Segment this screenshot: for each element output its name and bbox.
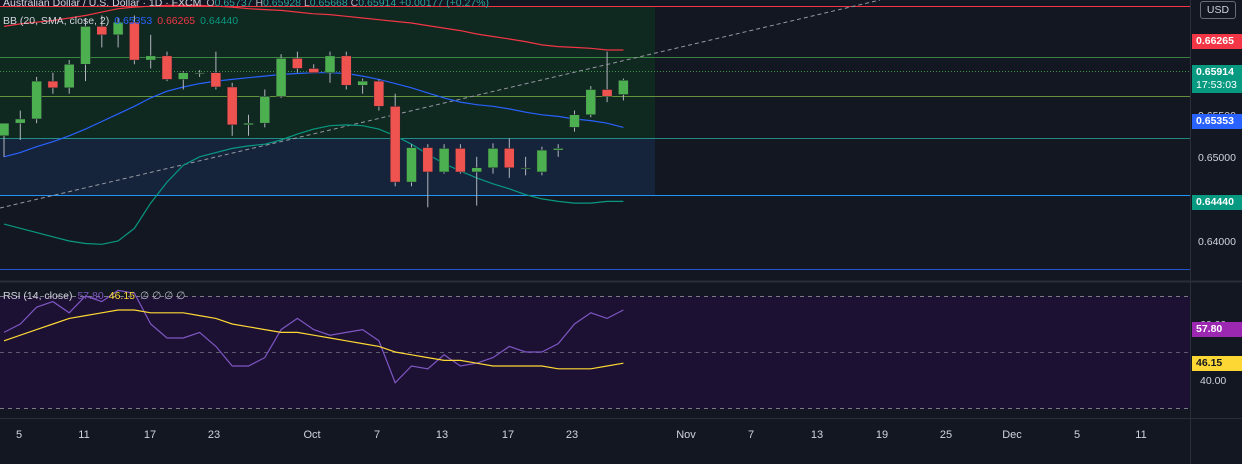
rsi-extra-values: ∅ ∅ ∅ ∅	[140, 290, 186, 302]
candle-down	[601, 89, 613, 97]
countdown-timer: 17:53:03	[1196, 79, 1237, 91]
candle-down	[96, 26, 108, 36]
candle-down	[308, 68, 319, 73]
time-tick-label: 5	[16, 429, 22, 441]
candle-up	[536, 149, 548, 173]
rsi-lines	[3, 289, 624, 384]
currency-button[interactable]: USD	[1200, 1, 1236, 19]
last-price-value: 0.65914	[1196, 66, 1234, 78]
rsi-tag: 57.80	[1192, 322, 1242, 337]
candle-up	[15, 118, 26, 124]
time-tick-label: Dec	[1002, 429, 1022, 441]
candle-down	[47, 80, 59, 89]
candle-down	[389, 106, 401, 183]
change-value: +0.00177 (+0.27%)	[399, 0, 490, 9]
candle-up	[0, 122, 10, 137]
bb-fill-lower-zone	[0, 138, 655, 196]
time-tick-label: 23	[566, 429, 578, 441]
price-tick-label: 0.65000	[1198, 152, 1236, 164]
candle-up	[80, 26, 91, 65]
candles[interactable]	[0, 15, 629, 208]
candle-up	[569, 114, 580, 128]
candle-up	[552, 148, 564, 151]
symbol-legend[interactable]: Australian Dollar / U.S. Dollar · 1D · F…	[3, 0, 489, 9]
candle-up	[63, 64, 75, 89]
time-tick-label: 7	[374, 429, 380, 441]
candle-up	[520, 167, 531, 170]
candle-down	[226, 86, 238, 126]
candle-down	[504, 148, 515, 169]
bb-upper-tag: 0.66265	[1192, 34, 1242, 49]
rsi-legend-title[interactable]: RSI (14, close)	[3, 290, 73, 302]
time-tick-label: Oct	[303, 429, 320, 441]
rsi-legend[interactable]: RSI (14, close) 57.80 46.15 ∅ ∅ ∅ ∅	[3, 290, 185, 302]
bb-basis-tag: 0.65353	[1192, 114, 1242, 129]
rsi-ma-value: 46.15	[108, 290, 136, 302]
time-tick-label: 19	[876, 429, 888, 441]
candle-up	[324, 55, 336, 73]
time-tick-label: 11	[1135, 429, 1146, 441]
candle-up	[585, 89, 597, 116]
candle-up	[275, 58, 287, 97]
candle-down	[455, 148, 466, 173]
time-tick-label: 13	[436, 429, 448, 441]
candle-up	[178, 72, 189, 80]
candle-up	[194, 72, 205, 74]
candle-down	[373, 80, 385, 107]
candle-down	[161, 55, 173, 80]
candle-up	[112, 21, 124, 36]
candle-down	[292, 58, 303, 69]
time-tick-label: 25	[940, 429, 952, 441]
trend-line[interactable]	[0, 0, 881, 209]
bb-legend-title[interactable]: BB (20, SMA, close, 2)	[3, 15, 110, 27]
bb-basis-value: 0.65353	[114, 15, 153, 27]
bb-lower-line	[3, 124, 624, 245]
time-tick-label: 7	[748, 429, 754, 441]
time-tick-label: 13	[811, 429, 823, 441]
bb-upper-line	[3, 4, 624, 51]
time-axis-ticks: 5 11 17 23 Oct 7 13 17 23 Nov 7 13 19 25 Dec 5 11	[16, 429, 1147, 441]
ohlc-values: O0.65737 H0.65928 L0.65668 C0.65914 +0.0…	[206, 0, 489, 9]
rsi-line	[3, 289, 624, 384]
candle-up	[438, 148, 450, 173]
candle-up	[259, 95, 271, 124]
candle-up	[471, 167, 482, 173]
rsi-ma-line	[3, 309, 624, 370]
time-tick-label: 17	[502, 429, 514, 441]
candle-down	[129, 21, 140, 61]
time-tick-label: 23	[208, 429, 220, 441]
candle-up	[145, 55, 156, 61]
candle-up	[487, 148, 499, 169]
bb-legend[interactable]: BB (20, SMA, close, 2) 0.65353 0.66265 0…	[3, 15, 238, 27]
candle-up	[243, 122, 254, 126]
candle-up	[618, 80, 629, 95]
candle-down	[341, 55, 352, 86]
rsi-tick-label: 40.00	[1200, 375, 1226, 387]
time-tick-label: Nov	[676, 429, 696, 441]
bb-lower-value: 0.64440	[200, 15, 239, 27]
candle-up	[31, 80, 42, 120]
time-tick-label: 17	[144, 429, 156, 441]
price-tick-label: 0.64000	[1198, 236, 1236, 248]
rsi-value: 57.80	[77, 290, 104, 302]
last-price-tag: 0.65914 17:53:03	[1192, 65, 1242, 93]
bb-upper-value: 0.66265	[157, 15, 196, 27]
time-tick-label: 11	[78, 429, 89, 441]
candle-down	[210, 72, 222, 88]
rsi-ma-tag: 46.15	[1192, 356, 1242, 371]
time-tick-label: 5	[1074, 429, 1080, 441]
bb-lower-tag: 0.64440	[1192, 195, 1242, 210]
candle-down	[422, 147, 434, 173]
candle-up	[357, 80, 368, 86]
symbol-title[interactable]: Australian Dollar / U.S. Dollar · 1D · F…	[3, 0, 202, 9]
candle-up	[406, 147, 417, 183]
